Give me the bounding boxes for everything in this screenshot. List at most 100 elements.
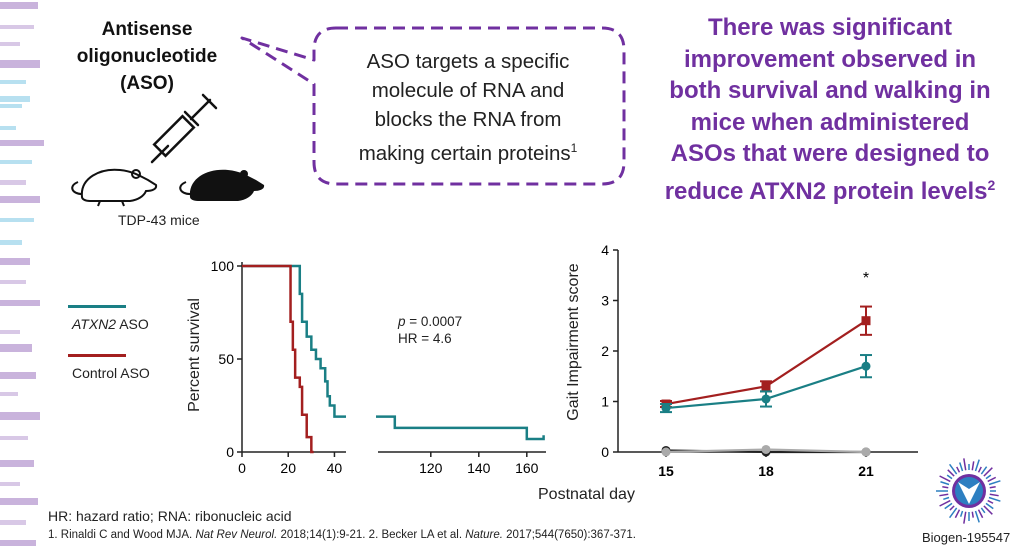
- survival-curve-atxn2-aso-extended: [376, 415, 545, 441]
- headline-line: improvement observed in: [683, 45, 977, 73]
- gait-x-tick-label: 21: [858, 463, 874, 479]
- logo-ray: [948, 507, 958, 519]
- headline: There was significant improvement observ…: [640, 12, 1020, 207]
- mouse-filled-icon: [179, 169, 265, 201]
- gait-point: [661, 403, 671, 413]
- bubble-line: making certain proteins1: [325, 134, 611, 168]
- aso-title-line: oligonucleotide: [76, 46, 218, 67]
- logo-ray: [980, 466, 988, 475]
- biogen-logo: [936, 458, 1001, 524]
- survival-curve-atxn2-aso: [242, 264, 346, 418]
- logo-ray: [954, 509, 961, 519]
- logo-ray: [939, 475, 951, 483]
- reference-text: 1. Rinaldi C and Wood MJA.: [48, 529, 196, 541]
- logo-ray: [989, 486, 996, 489]
- logo-ray: [977, 509, 984, 519]
- logo-ray: [987, 499, 994, 504]
- survival-x-tick-label: 160: [515, 460, 539, 476]
- gait-y-tick-label: 1: [601, 394, 609, 410]
- significance-marker: *: [863, 270, 869, 287]
- shared-x-axis-label: Postnatal day: [538, 486, 635, 503]
- reference-journal: Nature.: [465, 529, 503, 541]
- logo-ray: [949, 505, 955, 511]
- aso-title: Antisense oligonucleotide (ASO): [62, 16, 232, 97]
- headline-line: both survival and walking in: [669, 77, 991, 104]
- bubble-line: blocks the RNA from: [374, 108, 562, 131]
- mice-label: TDP-43 mice: [118, 212, 200, 228]
- headline-line: ASOs that were designed to: [670, 140, 990, 167]
- logo-ray: [985, 474, 992, 480]
- gait-y-tick-label: 3: [601, 293, 609, 309]
- reference-journal: Nat Rev Neurol.: [195, 529, 278, 541]
- gait-x-tick-label: 15: [658, 463, 674, 479]
- syringe-icon: [150, 93, 218, 164]
- logo-ray: [943, 496, 950, 501]
- survival-y-tick-label: 50: [218, 351, 234, 367]
- logo-ray: [959, 462, 964, 472]
- reference-text: 2018;14(1):9-21. 2. Becker LA et al.: [277, 529, 466, 541]
- gait-y-tick-label: 4: [601, 242, 609, 258]
- logo-ray: [971, 461, 975, 471]
- logo-ray: [939, 493, 949, 497]
- gait-point: [861, 361, 871, 371]
- survival-x-tick-label: 20: [280, 460, 296, 476]
- gait-x-tick-label: 18: [758, 463, 774, 479]
- mouse-outline-icon: [71, 168, 158, 207]
- survival-curve-control-aso: [242, 264, 314, 454]
- gait-point: [761, 381, 771, 391]
- gait-y-tick-label: 2: [601, 343, 609, 359]
- bubble-citation: 1: [570, 141, 578, 155]
- logo-ray: [989, 493, 999, 497]
- logo-ray: [988, 496, 1001, 502]
- headline-line-text: reduce ATXN2 protein levels: [664, 177, 988, 205]
- logo-ray: [940, 481, 950, 486]
- bubble-line: ASO targets a specific: [366, 50, 570, 73]
- logo-ray: [956, 466, 961, 473]
- speech-bubble: [240, 26, 626, 186]
- logo-ray: [974, 459, 980, 472]
- p-value-text: = 0.0007: [405, 314, 463, 329]
- legend-swatch-control: [68, 354, 126, 357]
- gait-point: [761, 394, 771, 404]
- survival-x-tick-label: 0: [238, 460, 246, 476]
- document-id: Biogen-195547: [922, 530, 1011, 545]
- logo-ray: [988, 480, 1001, 486]
- reference-text: 2017;544(7650):367-371.: [502, 529, 636, 541]
- logo-ray: [971, 511, 974, 518]
- legend-label-atxn2: ATXN2 ASO: [72, 316, 150, 332]
- gait-point: [661, 447, 671, 457]
- logo-ray: [948, 463, 958, 475]
- legend: ATXN2 ASO Control ASO: [68, 305, 150, 381]
- logo-ray: [987, 476, 997, 483]
- gait-y-axis-label: Gait Impairment score: [565, 263, 582, 421]
- logo-ray: [983, 505, 993, 515]
- headline-citation: 2: [987, 176, 996, 193]
- decorative-stripes: [0, 2, 44, 546]
- gait-point: [761, 444, 771, 454]
- logo-ray: [977, 466, 982, 473]
- bubble-line-text: making certain proteins: [358, 141, 571, 165]
- logo-ray: [942, 486, 949, 489]
- survival-y-tick-label: 0: [226, 444, 234, 460]
- logo-ray: [959, 510, 964, 517]
- survival-x-tick-label: 140: [467, 460, 491, 476]
- survival-y-axis-label: Percent survival: [186, 298, 203, 412]
- aso-title-line: (ASO): [120, 73, 174, 94]
- legend-swatch-atxn2: [68, 305, 126, 308]
- hazard-ratio: HR = 4.6: [398, 331, 452, 346]
- survival-x-tick-label: 120: [419, 460, 443, 476]
- bubble-text: ASO targets a specific molecule of RNA a…: [325, 47, 611, 168]
- gait-point: [861, 316, 871, 326]
- logo-ray: [985, 502, 994, 510]
- logo-ray: [939, 499, 951, 507]
- aso-title-line: Antisense: [101, 19, 193, 40]
- stats-annotation: p = 0.0007 HR = 4.6: [398, 313, 462, 347]
- logo-ray: [963, 458, 967, 471]
- gait-y-tick-label: 0: [601, 444, 609, 460]
- abbreviation-footnote: HR: hazard ratio; RNA: ribonucleic acid: [48, 508, 292, 524]
- bubble-line: molecule of RNA and: [371, 79, 565, 102]
- gait-point: [861, 447, 871, 457]
- references-footnote: 1. Rinaldi C and Wood MJA. Nat Rev Neuro…: [48, 529, 636, 541]
- gait-chart: 0 1 2 3 4 15 18 21 *: [601, 242, 918, 479]
- headline-line: reduce ATXN2 protein levels2: [640, 170, 1020, 208]
